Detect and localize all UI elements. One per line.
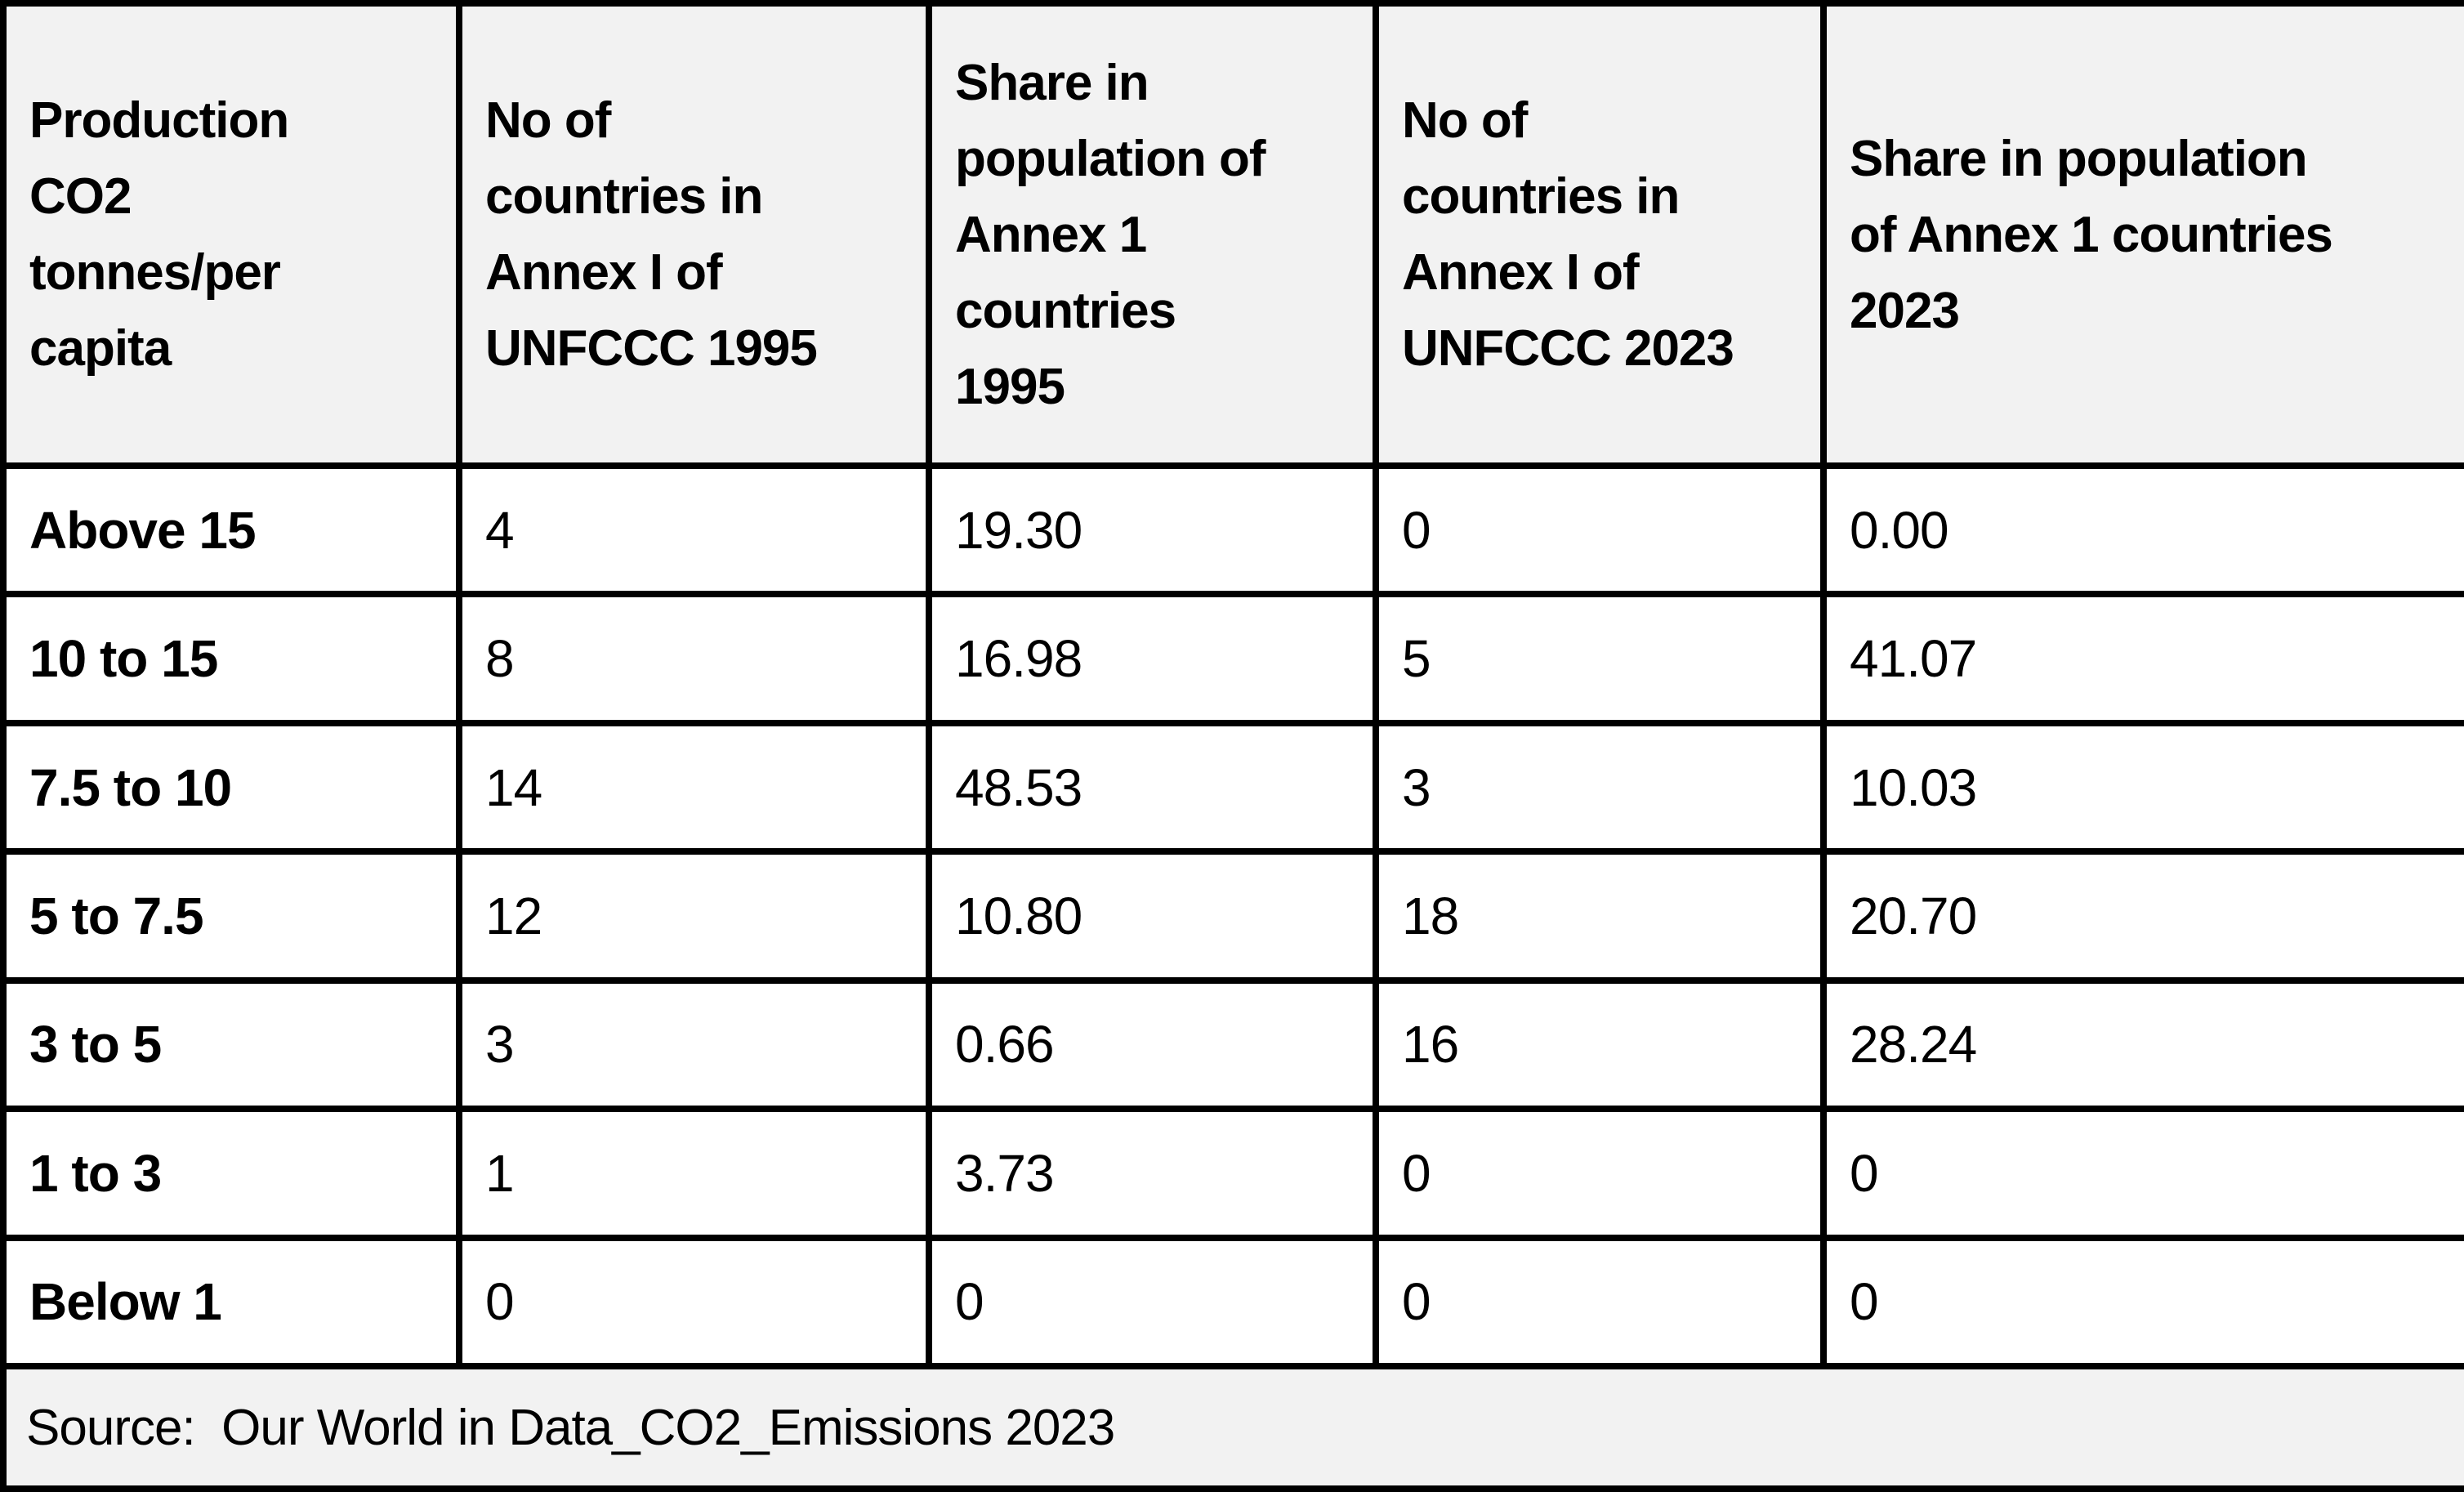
cell-value: 10.03 <box>1820 719 2464 855</box>
table-row-above-15: Above 15 4 19.30 0 0.00 <box>0 462 2464 598</box>
cell-value: 8 <box>456 591 932 726</box>
table-row-10-to-15: 10 to 15 8 16.98 5 41.07 <box>0 591 2464 726</box>
header-row: Production CO2 tonnes/per capita No of c… <box>0 0 2464 469</box>
table-row-7-5-to-10: 7.5 to 10 14 48.53 3 10.03 <box>0 719 2464 855</box>
column-header-countries-2023: No of countries in Annex I of UNFCCC 202… <box>1373 0 1827 469</box>
table-row-below-1: Below 1 0 0 0 0 <box>0 1234 2464 1370</box>
cell-value: 10.80 <box>926 848 1379 984</box>
table-row-5-to-7-5: 5 to 7.5 12 10.80 18 20.70 <box>0 848 2464 984</box>
cell-value: 0 <box>926 1234 1379 1370</box>
row-label: 3 to 5 <box>0 976 462 1113</box>
cell-value: 3 <box>1373 719 1827 855</box>
cell-value: 5 <box>1373 591 1827 726</box>
column-header-population-share-1995: Share in population of Annex 1 countries… <box>926 0 1379 469</box>
cell-value: 41.07 <box>1820 591 2464 726</box>
cell-value: 0.00 <box>1820 462 2464 598</box>
row-label: 5 to 7.5 <box>0 848 462 984</box>
cell-value: 12 <box>456 848 932 984</box>
cell-value: 28.24 <box>1820 976 2464 1113</box>
table-row-3-to-5: 3 to 5 3 0.66 16 28.24 <box>0 976 2464 1113</box>
cell-value: 14 <box>456 719 932 855</box>
cell-value: 3 <box>456 976 932 1113</box>
cell-value: 0 <box>1820 1106 2464 1241</box>
cell-value: 0 <box>1820 1234 2464 1370</box>
row-label: Above 15 <box>0 462 462 598</box>
cell-value: 4 <box>456 462 932 598</box>
row-label: 10 to 15 <box>0 591 462 726</box>
cell-value: 16.98 <box>926 591 1379 726</box>
cell-value: 19.30 <box>926 462 1379 598</box>
footer-row: Source: Our World in Data_CO2_Emissions … <box>0 1363 2464 1492</box>
cell-value: 0 <box>1373 1106 1827 1241</box>
row-label: 7.5 to 10 <box>0 719 462 855</box>
cell-value: 3.73 <box>926 1106 1379 1241</box>
source-note: Source: Our World in Data_CO2_Emissions … <box>0 1363 2464 1492</box>
cell-value: 0 <box>1373 1234 1827 1370</box>
cell-value: 0 <box>456 1234 932 1370</box>
table-row-1-to-3: 1 to 3 1 3.73 0 0 <box>0 1106 2464 1241</box>
column-header-population-share-2023: Share in population of Annex 1 countries… <box>1820 0 2464 469</box>
column-header-production-co2: Production CO2 tonnes/per capita <box>0 0 462 469</box>
row-label: 1 to 3 <box>0 1106 462 1241</box>
row-label: Below 1 <box>0 1234 462 1370</box>
cell-value: 48.53 <box>926 719 1379 855</box>
column-header-countries-1995: No of countries in Annex I of UNFCCC 199… <box>456 0 932 469</box>
cell-value: 18 <box>1373 848 1827 984</box>
cell-value: 0.66 <box>926 976 1379 1113</box>
cell-value: 0 <box>1373 462 1827 598</box>
cell-value: 20.70 <box>1820 848 2464 984</box>
cell-value: 16 <box>1373 976 1827 1113</box>
cell-value: 1 <box>456 1106 932 1241</box>
